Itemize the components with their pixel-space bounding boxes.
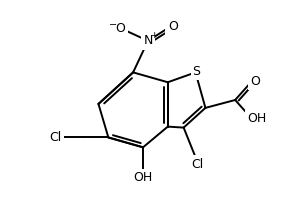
Text: O: O (250, 75, 260, 88)
Text: S: S (192, 65, 201, 78)
Text: Cl: Cl (191, 158, 204, 171)
Text: OH: OH (133, 171, 153, 184)
Text: −: − (109, 20, 117, 30)
Text: +: + (150, 31, 158, 40)
Text: O: O (168, 20, 178, 33)
Text: N: N (143, 34, 153, 47)
Text: Cl: Cl (50, 131, 62, 144)
Text: OH: OH (247, 112, 267, 125)
Text: O: O (115, 22, 125, 35)
